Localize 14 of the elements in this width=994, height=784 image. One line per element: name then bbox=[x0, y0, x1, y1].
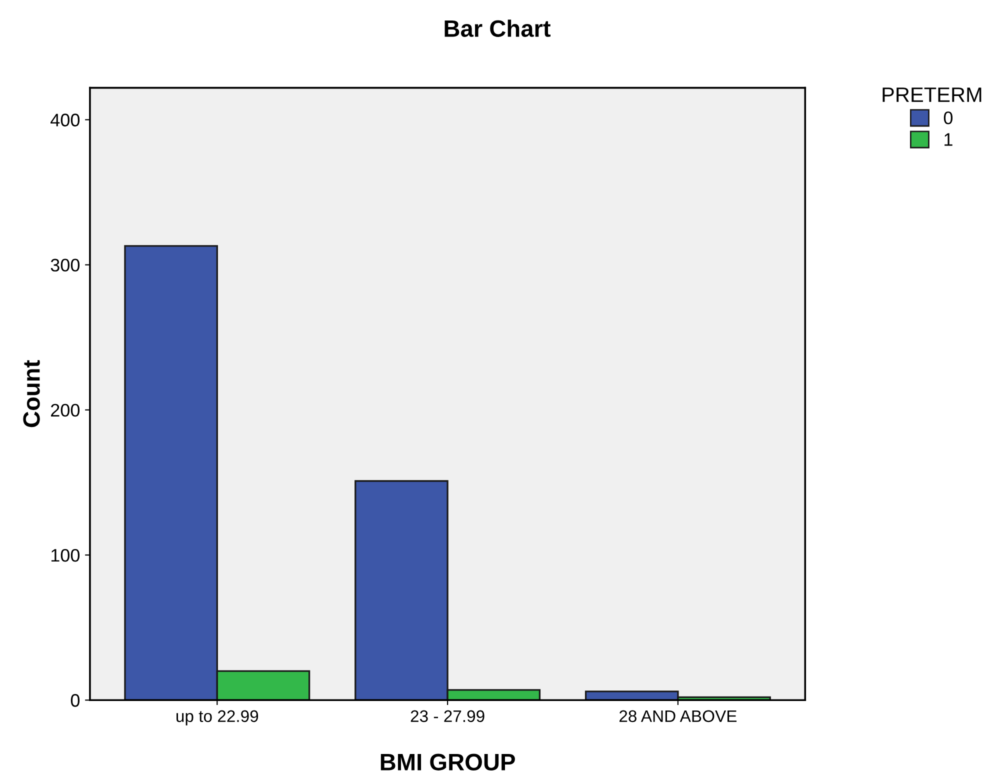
x-tick-label: 23 - 27.99 bbox=[410, 710, 484, 722]
x-axis-title: BMI GROUP bbox=[380, 754, 515, 770]
x-tick-label: up to 22.99 bbox=[176, 710, 258, 726]
y-tick-label: 0 bbox=[70, 694, 80, 707]
y-tick-label: 400 bbox=[50, 114, 80, 126]
chart-title: Bar Chart bbox=[444, 20, 551, 37]
legend-label: 0 bbox=[944, 112, 953, 124]
y-tick-label: 100 bbox=[51, 548, 80, 562]
legend-label: 1 bbox=[944, 133, 952, 146]
y-tick-label: 300 bbox=[50, 258, 80, 272]
y-axis-title: Count bbox=[23, 360, 40, 428]
legend-title: PRETERM bbox=[882, 88, 982, 102]
x-tick-label: 28 AND ABOVE bbox=[620, 710, 737, 722]
y-tick-label: 200 bbox=[51, 404, 80, 417]
